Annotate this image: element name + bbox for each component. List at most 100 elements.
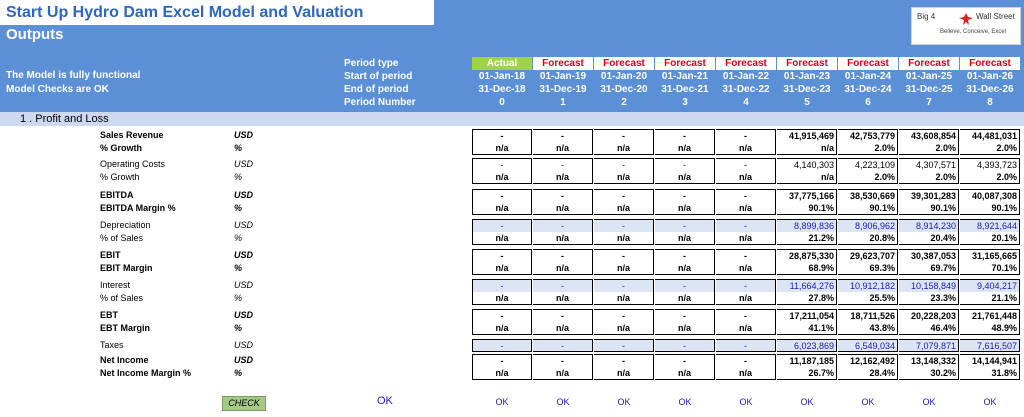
table-cell[interactable]: n/a (594, 262, 654, 275)
table-cell[interactable]: n/a (594, 292, 654, 305)
table-cell[interactable]: 4,393,723 (960, 158, 1020, 171)
table-cell[interactable]: 11,664,276 (777, 279, 837, 292)
table-cell[interactable]: - (594, 354, 654, 367)
table-cell[interactable]: n/a (533, 292, 593, 305)
table-cell[interactable]: 70.1% (960, 262, 1020, 275)
table-cell[interactable]: 37,775,166 (777, 189, 837, 202)
table-cell[interactable]: n/a (716, 171, 776, 184)
table-cell[interactable]: 6,023,869 (777, 339, 837, 352)
table-cell[interactable]: 17,211,054 (777, 309, 837, 322)
table-cell[interactable]: - (716, 249, 776, 262)
table-cell[interactable]: n/a (594, 202, 654, 215)
table-cell[interactable]: n/a (533, 262, 593, 275)
table-cell[interactable]: n/a (777, 171, 837, 184)
table-cell[interactable]: 30.2% (899, 367, 959, 380)
table-cell[interactable]: 23.3% (899, 292, 959, 305)
table-cell[interactable]: 11,187,185 (777, 354, 837, 367)
table-cell[interactable]: 41.1% (777, 322, 837, 335)
table-cell[interactable]: 46.4% (899, 322, 959, 335)
table-cell[interactable]: - (716, 219, 776, 232)
table-cell[interactable]: n/a (472, 142, 532, 155)
table-cell[interactable]: 20,228,203 (899, 309, 959, 322)
table-cell[interactable]: 2.0% (838, 171, 898, 184)
table-cell[interactable]: 7,079,871 (899, 339, 959, 352)
table-cell[interactable]: - (472, 249, 532, 262)
table-cell[interactable]: - (533, 219, 593, 232)
table-cell[interactable]: n/a (655, 367, 715, 380)
table-cell[interactable]: n/a (655, 202, 715, 215)
table-cell[interactable]: - (716, 339, 776, 352)
table-cell[interactable]: n/a (716, 142, 776, 155)
table-cell[interactable]: 8,921,644 (960, 219, 1020, 232)
table-cell[interactable]: - (594, 219, 654, 232)
table-cell[interactable]: - (655, 354, 715, 367)
table-cell[interactable]: 26.7% (777, 367, 837, 380)
table-cell[interactable]: 8,914,230 (899, 219, 959, 232)
table-cell[interactable]: - (716, 158, 776, 171)
table-cell[interactable]: - (716, 279, 776, 292)
table-cell[interactable]: 42,753,779 (838, 129, 898, 142)
table-cell[interactable]: 30,387,053 (899, 249, 959, 262)
table-cell[interactable]: 38,530,669 (838, 189, 898, 202)
table-cell[interactable]: n/a (716, 292, 776, 305)
table-cell[interactable]: - (655, 189, 715, 202)
table-cell[interactable]: - (533, 129, 593, 142)
table-cell[interactable]: - (472, 354, 532, 367)
table-cell[interactable]: n/a (655, 232, 715, 245)
table-cell[interactable]: - (472, 219, 532, 232)
table-cell[interactable]: 28.4% (838, 367, 898, 380)
table-cell[interactable]: n/a (594, 367, 654, 380)
table-cell[interactable]: 7,616,507 (960, 339, 1020, 352)
table-cell[interactable]: - (655, 219, 715, 232)
table-cell[interactable]: 9,404,217 (960, 279, 1020, 292)
table-cell[interactable]: - (533, 189, 593, 202)
table-cell[interactable]: 10,912,182 (838, 279, 898, 292)
table-cell[interactable]: 20.8% (838, 232, 898, 245)
table-cell[interactable]: - (472, 279, 532, 292)
table-cell[interactable]: 39,301,283 (899, 189, 959, 202)
table-cell[interactable]: 31,165,665 (960, 249, 1020, 262)
table-cell[interactable]: 10,158,849 (899, 279, 959, 292)
table-cell[interactable]: 2.0% (960, 171, 1020, 184)
table-cell[interactable]: - (594, 158, 654, 171)
table-cell[interactable]: 21.1% (960, 292, 1020, 305)
table-cell[interactable]: 4,140,303 (777, 158, 837, 171)
table-cell[interactable]: n/a (594, 142, 654, 155)
table-cell[interactable]: 43.8% (838, 322, 898, 335)
table-cell[interactable]: 43,608,854 (899, 129, 959, 142)
table-cell[interactable]: - (655, 309, 715, 322)
table-cell[interactable]: 20.1% (960, 232, 1020, 245)
table-cell[interactable]: n/a (533, 367, 593, 380)
table-cell[interactable]: - (716, 309, 776, 322)
table-cell[interactable]: n/a (594, 322, 654, 335)
table-cell[interactable]: 27.8% (777, 292, 837, 305)
table-cell[interactable]: - (533, 158, 593, 171)
table-cell[interactable]: - (655, 158, 715, 171)
table-cell[interactable]: - (533, 354, 593, 367)
table-cell[interactable]: - (594, 309, 654, 322)
table-cell[interactable]: 25.5% (838, 292, 898, 305)
table-cell[interactable]: 69.7% (899, 262, 959, 275)
table-cell[interactable]: 48.9% (960, 322, 1020, 335)
table-cell[interactable]: - (655, 279, 715, 292)
table-cell[interactable]: n/a (533, 232, 593, 245)
table-cell[interactable]: - (716, 354, 776, 367)
table-cell[interactable]: 31.8% (960, 367, 1020, 380)
table-cell[interactable]: 2.0% (838, 142, 898, 155)
table-cell[interactable]: n/a (472, 292, 532, 305)
table-cell[interactable]: - (594, 129, 654, 142)
table-cell[interactable]: 90.1% (777, 202, 837, 215)
table-cell[interactable]: - (472, 339, 532, 352)
table-cell[interactable]: - (716, 129, 776, 142)
table-cell[interactable]: n/a (594, 171, 654, 184)
table-cell[interactable]: - (472, 129, 532, 142)
table-cell[interactable]: 21.2% (777, 232, 837, 245)
table-cell[interactable]: - (533, 249, 593, 262)
table-cell[interactable]: n/a (777, 142, 837, 155)
table-cell[interactable]: n/a (594, 232, 654, 245)
table-cell[interactable]: n/a (716, 262, 776, 275)
table-cell[interactable]: 2.0% (960, 142, 1020, 155)
table-cell[interactable]: - (472, 309, 532, 322)
table-cell[interactable]: 29,623,707 (838, 249, 898, 262)
table-cell[interactable]: n/a (533, 202, 593, 215)
